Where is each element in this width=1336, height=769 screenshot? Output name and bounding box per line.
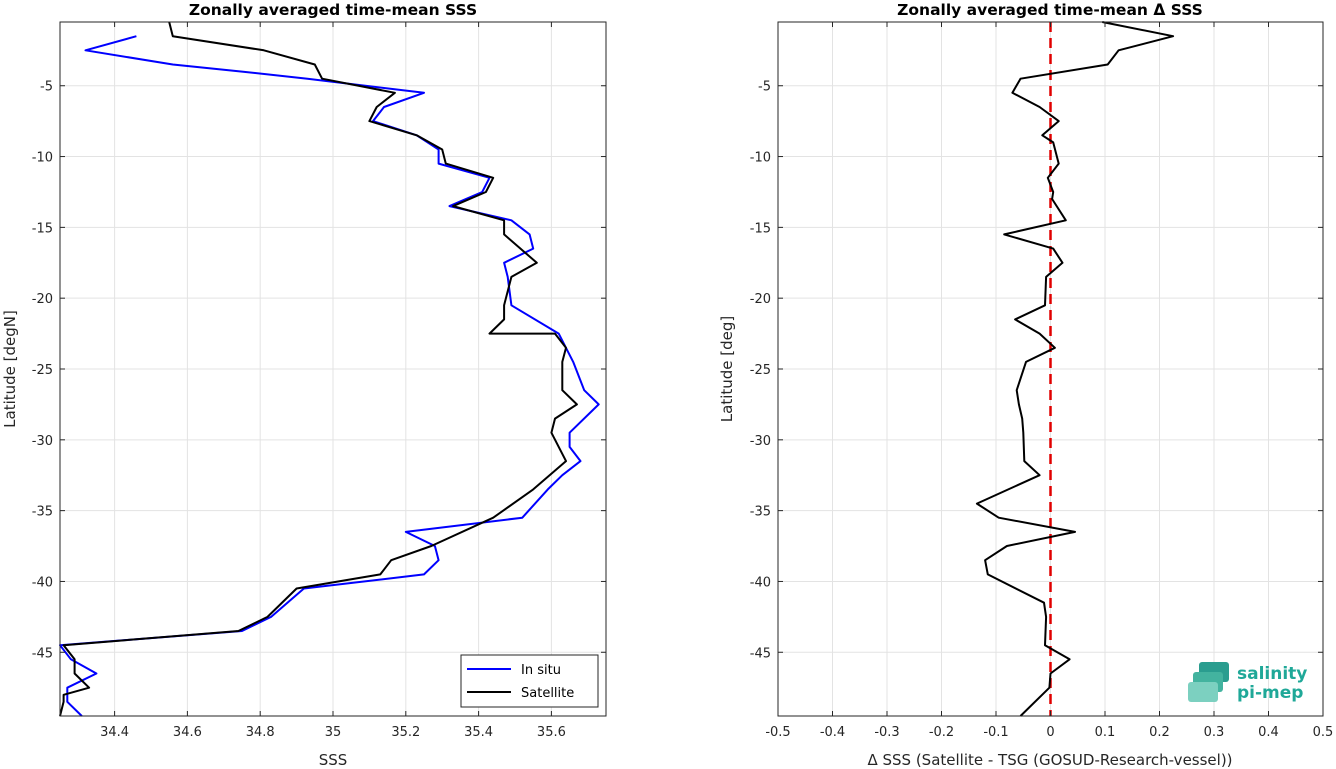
right-x-tick-label: -0.3 xyxy=(874,725,899,740)
right-x-tick-label: 0 xyxy=(1046,725,1054,740)
right-series-group xyxy=(975,21,1175,717)
right-y-tick-label: -20 xyxy=(750,292,771,307)
right-y-tick-label: -5 xyxy=(758,80,771,95)
left-y-tick-label: -40 xyxy=(32,575,53,590)
right-y-tick-label: -25 xyxy=(750,363,771,378)
left-series-line-satellite xyxy=(59,21,578,717)
right-x-tick-label: -0.5 xyxy=(765,725,790,740)
left-chart-title: Zonally averaged time-mean SSS xyxy=(189,1,477,19)
right-chart-title: Zonally averaged time-mean Δ SSS xyxy=(897,1,1203,19)
right-y-axis-label: Latitude [deg] xyxy=(718,316,736,422)
left-ticks: 34.4 34.6 34.8 35 35.2 35.4 35.6 -5 -10 -15 -20 -25… xyxy=(32,22,606,740)
left-x-tick-label: 35.4 xyxy=(464,725,493,740)
right-y-tick-label: -40 xyxy=(750,575,771,590)
logo-text-pi-mep: pi-mep xyxy=(1237,683,1303,703)
right-x-tick-label: -0.1 xyxy=(983,725,1008,740)
legend-box xyxy=(460,654,599,708)
right-y-tick-label: -35 xyxy=(750,505,771,520)
left-x-tick-label: 34.4 xyxy=(100,725,129,740)
left-y-tick-label: -25 xyxy=(32,363,53,378)
legend: In situ Satellite xyxy=(460,654,599,708)
left-x-tick-label: 34.8 xyxy=(246,725,275,740)
left-x-tick-label: 34.6 xyxy=(173,725,202,740)
right-y-tick-label: -15 xyxy=(750,221,771,236)
right-x-tick-label: 0.4 xyxy=(1258,725,1279,740)
right-x-axis-label: Δ SSS (Satellite - TSG (GOSUD-Research-v… xyxy=(867,751,1232,769)
left-y-tick-label: -15 xyxy=(32,221,53,236)
left-y-axis-label: Latitude [degN] xyxy=(1,310,19,428)
right-y-tick-label: -30 xyxy=(750,434,771,449)
right-x-tick-label: 0.2 xyxy=(1149,725,1170,740)
legend-label-in-situ: In situ xyxy=(521,663,561,678)
right-series-line-series-0 xyxy=(975,21,1175,717)
right-x-tick-label: -0.4 xyxy=(820,725,845,740)
left-y-tick-label: -45 xyxy=(32,646,53,661)
right-ticks: -0.5 -0.4 -0.3 -0.2 -0.1 0 0.1 0.2 0.3 0.4 0.5 -5 -1… xyxy=(750,22,1334,740)
left-x-tick-label: 35.6 xyxy=(537,725,566,740)
right-x-tick-label: 0.3 xyxy=(1204,725,1225,740)
left-y-tick-label: -5 xyxy=(40,80,53,95)
left-y-tick-label: -10 xyxy=(32,151,53,166)
right-chart-panel: -0.5 -0.4 -0.3 -0.2 -0.1 0 0.1 0.2 0.3 0.4 0.5 -5 -1… xyxy=(718,1,1333,769)
left-series-line-in-situ xyxy=(59,35,600,717)
left-y-tick-label: -30 xyxy=(32,434,53,449)
left-x-tick-label: 35.2 xyxy=(391,725,420,740)
right-x-tick-label: 0.1 xyxy=(1095,725,1116,740)
logo-text-salinity: salinity xyxy=(1237,664,1307,684)
left-series-group xyxy=(59,21,600,717)
left-y-tick-label: -35 xyxy=(32,505,53,520)
wave-logo-icon xyxy=(1188,662,1229,702)
right-x-tick-label: 0.5 xyxy=(1313,725,1334,740)
legend-label-satellite: Satellite xyxy=(521,686,574,701)
salinity-pi-mep-logo: salinity pi-mep xyxy=(1188,662,1307,703)
right-y-tick-label: -10 xyxy=(750,151,771,166)
left-chart-panel: 34.4 34.6 34.8 35 35.2 35.4 35.6 -5 -10 -15 -20 -25… xyxy=(1,1,607,769)
right-x-tick-label: -0.2 xyxy=(929,725,954,740)
left-y-tick-label: -20 xyxy=(32,292,53,307)
left-x-axis-label: SSS xyxy=(319,751,348,769)
left-x-tick-label: 35 xyxy=(325,725,342,740)
right-y-tick-label: -45 xyxy=(750,646,771,661)
